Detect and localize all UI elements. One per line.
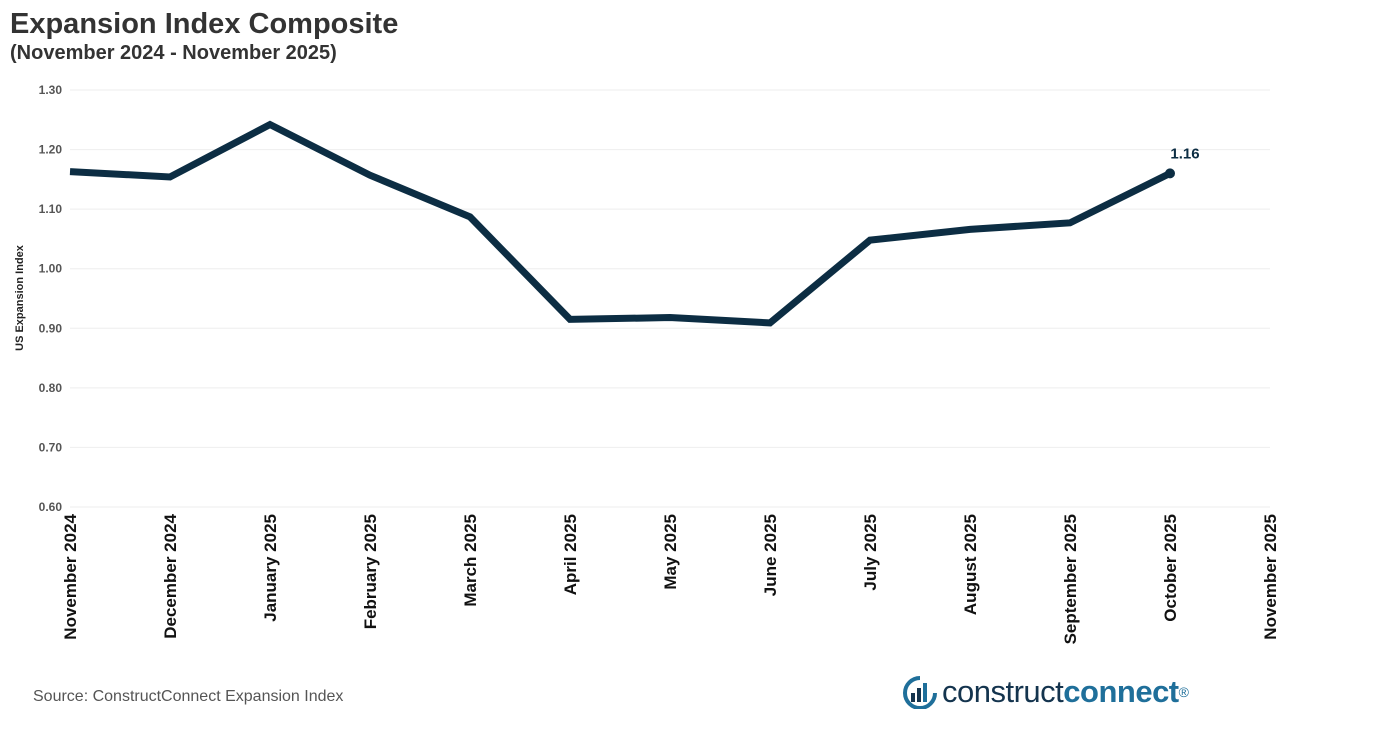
x-tick-label: November 2025: [1261, 514, 1280, 640]
gridlines: [70, 89, 1270, 508]
x-tick-label: January 2025: [261, 514, 280, 622]
y-axis-ticks: 0.60 0.70 0.80 0.90 1.00 1.10 1.20 1.30: [39, 83, 63, 514]
y-tick-label: 0.70: [39, 440, 63, 454]
y-tick-label: 0.60: [39, 500, 63, 514]
chart-title: Expansion Index Composite: [10, 8, 399, 40]
x-tick-label: April 2025: [561, 514, 580, 595]
data-point: [1165, 168, 1175, 179]
y-tick-label: 0.80: [39, 381, 63, 395]
x-tick-label: August 2025: [961, 514, 980, 615]
x-tick-label: May 2025: [661, 514, 680, 590]
constructconnect-logo-icon: [903, 676, 937, 709]
x-tick-label: December 2024: [161, 513, 180, 638]
x-tick-label: July 2025: [861, 514, 880, 591]
logo-text-connect: connect: [1063, 674, 1179, 709]
logo-registered-mark: ®: [1178, 684, 1189, 700]
source-note: Source: ConstructConnect Expansion Index: [33, 688, 344, 705]
chart-subtitle: (November 2024 - November 2025): [10, 42, 337, 64]
x-tick-label: October 2025: [1161, 514, 1180, 622]
y-tick-label: 1.30: [39, 83, 63, 97]
y-tick-label: 1.10: [39, 202, 63, 216]
y-tick-label: 0.90: [39, 321, 63, 335]
y-tick-label: 1.20: [39, 143, 63, 157]
x-tick-label: February 2025: [361, 514, 380, 629]
x-tick-label: June 2025: [761, 514, 780, 596]
x-tick-label: September 2025: [1061, 514, 1080, 644]
logo-text-construct: construct: [942, 674, 1064, 709]
x-tick-label: March 2025: [461, 514, 480, 607]
series-line: [69, 120, 1172, 327]
series-group: [69, 120, 1175, 327]
x-tick-label: November 2024: [61, 513, 80, 639]
x-axis-ticks: November 2024 December 2024 January 2025 Fe…: [61, 513, 1280, 644]
data-label: 1.16: [1170, 145, 1199, 162]
y-axis-label: US Expansion Index: [14, 244, 26, 351]
y-tick-label: 1.00: [39, 262, 63, 276]
constructconnect-logo: constructconnect®: [902, 672, 1189, 712]
data-labels: 1.16: [1170, 145, 1199, 162]
